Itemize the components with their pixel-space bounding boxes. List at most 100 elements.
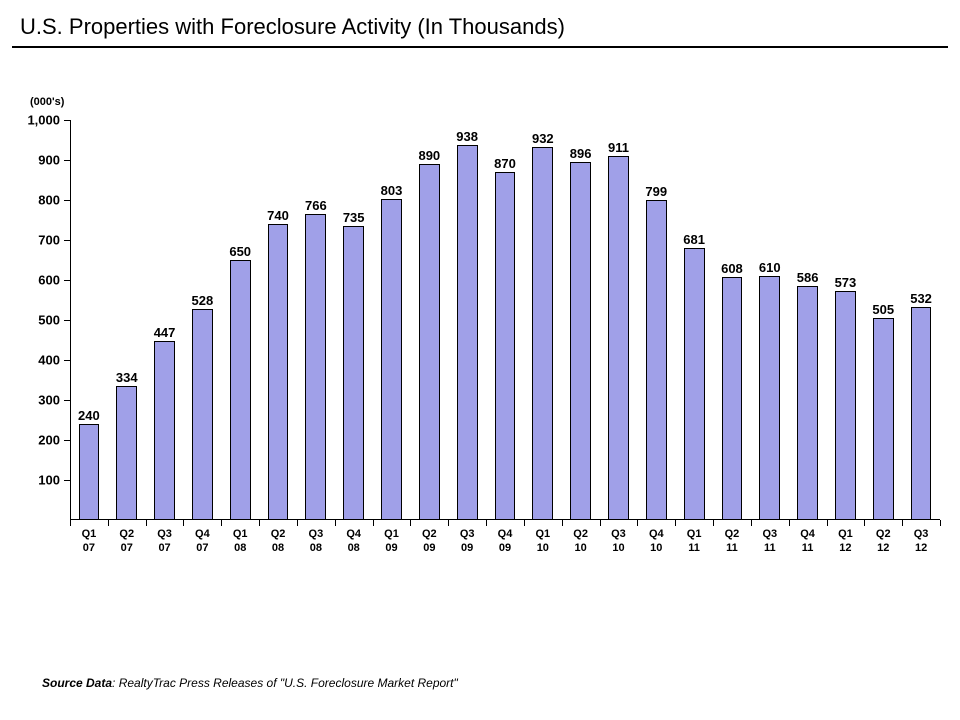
x-tick-label: Q3 10 [611,520,626,556]
bar-value-label: 334 [116,370,138,387]
bar-value-label: 766 [305,198,327,215]
x-tick-label: Q3 12 [914,520,929,556]
x-tick-label: Q1 11 [687,520,702,556]
bar-value-label: 505 [872,302,894,319]
x-tick-label: Q3 07 [157,520,172,556]
bar: 803 [381,199,402,520]
x-tick [827,520,828,526]
x-tick-label: Q2 10 [573,520,588,556]
y-tick-label: 100 [38,473,70,488]
bar: 532 [911,307,932,520]
x-tick [940,520,941,526]
bar: 766 [305,214,326,520]
y-tick-label: 1,000 [27,113,70,128]
bar: 334 [116,386,137,520]
x-tick-label: Q4 07 [195,520,210,556]
bar-value-label: 896 [570,146,592,163]
x-tick [486,520,487,526]
bar: 528 [192,309,213,520]
bar-value-label: 870 [494,156,516,173]
x-tick [637,520,638,526]
bar: 610 [759,276,780,520]
y-tick-label: 600 [38,273,70,288]
bar: 799 [646,200,667,520]
bar: 681 [684,248,705,520]
y-tick-label: 900 [38,153,70,168]
bar: 896 [570,162,591,520]
bar: 650 [230,260,251,520]
bar: 932 [532,147,553,520]
y-tick-label: 700 [38,233,70,248]
bar: 608 [722,277,743,520]
x-tick [600,520,601,526]
x-tick-label: Q4 11 [800,520,815,556]
x-tick [183,520,184,526]
bar-value-label: 799 [645,184,667,201]
bar-value-label: 608 [721,261,743,278]
x-tick [410,520,411,526]
x-tick-label: Q4 10 [649,520,664,556]
y-tick-label: 800 [38,193,70,208]
bar: 735 [343,226,364,520]
bar-value-label: 803 [381,183,403,200]
source-text: : RealtyTrac Press Releases of "U.S. For… [112,676,458,690]
bar-value-label: 650 [229,244,251,261]
bar: 911 [608,156,629,520]
bar-value-label: 681 [683,232,705,249]
bar-value-label: 890 [418,148,440,165]
x-tick [70,520,71,526]
bar-value-label: 735 [343,210,365,227]
y-axis-unit-label: (000's) [30,96,64,108]
y-tick-label: 400 [38,353,70,368]
x-tick-label: Q2 09 [422,520,437,556]
x-tick [902,520,903,526]
bar: 505 [873,318,894,520]
x-tick [259,520,260,526]
x-tick-label: Q4 09 [498,520,513,556]
x-tick-label: Q3 09 [460,520,475,556]
x-tick [146,520,147,526]
x-tick [297,520,298,526]
bar: 890 [419,164,440,520]
bar-value-label: 447 [154,325,176,342]
x-tick [713,520,714,526]
x-tick-label: Q4 08 [346,520,361,556]
x-tick [373,520,374,526]
bar-value-label: 532 [910,291,932,308]
source-label: Source Data [42,676,112,690]
x-tick [335,520,336,526]
bar-value-label: 528 [192,293,214,310]
bar-value-label: 911 [608,140,629,157]
x-tick-label: Q2 12 [876,520,891,556]
bar-value-label: 586 [797,270,819,287]
x-tick [675,520,676,526]
x-tick-label: Q1 08 [233,520,248,556]
chart-title: U.S. Properties with Foreclosure Activit… [20,14,565,40]
bar-value-label: 740 [267,208,289,225]
bar-value-label: 573 [835,275,857,292]
bar-value-label: 932 [532,131,554,148]
x-tick-label: Q3 08 [309,520,324,556]
x-tick-label: Q2 08 [271,520,286,556]
x-tick-label: Q3 11 [762,520,777,556]
source-citation: Source Data: RealtyTrac Press Releases o… [42,676,458,690]
bar: 240 [79,424,100,520]
x-tick [221,520,222,526]
plot-area: 1002003004005006007008009001,000240Q1 07… [70,120,940,520]
y-axis [70,120,71,520]
y-tick-label: 200 [38,433,70,448]
x-tick [864,520,865,526]
title-underline [12,46,948,48]
x-tick-label: Q1 12 [838,520,853,556]
bar-value-label: 938 [456,129,478,146]
bar: 938 [457,145,478,520]
x-tick-label: Q1 10 [535,520,550,556]
x-tick-label: Q2 07 [119,520,134,556]
y-tick-label: 300 [38,393,70,408]
x-tick-label: Q1 07 [82,520,97,556]
bar: 447 [154,341,175,520]
y-tick-label: 500 [38,313,70,328]
x-tick-label: Q2 11 [725,520,740,556]
bar: 586 [797,286,818,520]
x-tick [789,520,790,526]
